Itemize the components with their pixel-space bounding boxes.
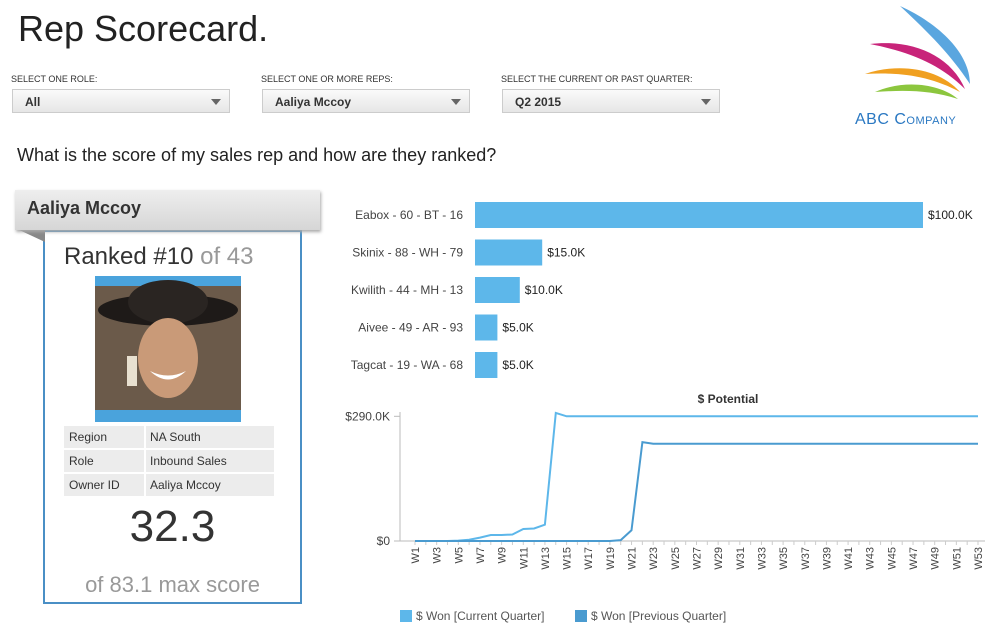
filter-label: SELECT ONE OR MORE REPS: (261, 74, 393, 84)
x-tick-label: W25 (670, 547, 682, 570)
x-tick-label: W29 (713, 547, 725, 570)
x-tick-label: W21 (627, 547, 639, 570)
bar-label: Aivee - 49 - AR - 93 (358, 321, 463, 335)
x-tick-label: W49 (930, 547, 942, 570)
legend-label: $ Won [Current Quarter] (416, 609, 545, 623)
x-tick-label: W19 (605, 547, 617, 570)
x-tick-label: W15 (562, 547, 574, 570)
y-tick-label: $0 (377, 534, 391, 548)
max-score: of 83.1 max score (85, 572, 260, 597)
legend-label: $ Won [Previous Quarter] (591, 609, 726, 623)
x-tick-label: W51 (951, 547, 963, 570)
rep-photo (95, 276, 241, 422)
bar (475, 202, 923, 228)
card-fold (15, 228, 45, 242)
legend-swatch (575, 610, 587, 622)
x-tick-label: W35 (778, 547, 790, 570)
page-title: Rep Scorecard. (18, 8, 269, 49)
detail-value: NA South (146, 426, 274, 448)
value-label: $10.0K (525, 283, 563, 297)
chart-title: $ Potential (698, 392, 759, 406)
rank: Ranked #10 of 43 (64, 243, 254, 271)
detail-row: Role Inbound Sales (64, 450, 274, 472)
x-tick-label: W43 (865, 547, 877, 570)
y-tick-label: $290.0K (345, 409, 390, 423)
x-tick-label: W41 (843, 547, 855, 570)
score: 32.3 (129, 502, 216, 551)
x-tick-label: W7 (475, 547, 487, 564)
x-tick-label: W11 (518, 547, 530, 569)
x-tick-label: W13 (540, 547, 552, 570)
reps-dropdown[interactable]: Aaliya Mccoy (262, 89, 470, 113)
rep-name: Aaliya Mccoy (15, 190, 320, 230)
rank-text: Ranked #10 (64, 243, 194, 270)
detail-value: Aaliya Mccoy (146, 474, 274, 496)
quarter-dropdown[interactable]: Q2 2015 (502, 89, 720, 113)
detail-value: Inbound Sales (146, 450, 274, 472)
x-tick-label: W45 (886, 547, 898, 570)
bar (475, 314, 498, 341)
x-tick-label: W37 (800, 547, 812, 570)
detail-key: Region (64, 426, 144, 448)
bar-label: Tagcat - 19 - WA - 68 (351, 358, 464, 372)
x-tick-label: W3 (432, 547, 444, 564)
detail-row: Owner ID Aaliya Mccoy (64, 474, 274, 496)
x-tick-label: W53 (973, 547, 985, 570)
x-tick-label: W39 (821, 547, 833, 570)
logo-mark (865, 6, 970, 99)
rank-of: of 43 (200, 243, 254, 270)
bar (475, 239, 543, 266)
question: What is the score of my sales rep and ho… (17, 145, 497, 165)
logo-text: ABC Company (855, 111, 957, 128)
detail-row: Region NA South (64, 426, 274, 448)
bar (475, 352, 498, 378)
bar-label: Eabox - 60 - BT - 16 (355, 208, 463, 222)
detail-key: Owner ID (64, 474, 144, 496)
bar-label: Skinix - 88 - WH - 79 (352, 246, 463, 260)
filter-label: SELECT THE CURRENT OR PAST QUARTER: (501, 74, 693, 84)
bar-label: Kwilith - 44 - MH - 13 (351, 283, 463, 297)
x-tick-label: W5 (453, 547, 465, 564)
rep-card (43, 230, 302, 604)
role-dropdown[interactable]: All (12, 89, 230, 113)
line-series (415, 411, 978, 542)
bar (475, 277, 520, 303)
value-label: $5.0K (502, 321, 533, 335)
x-tick-label: W31 (735, 547, 747, 570)
x-tick-label: W47 (908, 547, 920, 570)
x-tick-label: W23 (648, 547, 660, 570)
detail-key: Role (64, 450, 144, 472)
x-tick-label: W27 (692, 547, 704, 570)
x-tick-label: W17 (583, 547, 595, 570)
value-label: $15.0K (547, 246, 585, 260)
value-label: $100.0K (928, 208, 973, 222)
legend-swatch (400, 610, 412, 622)
filter-label: SELECT ONE ROLE: (11, 74, 98, 84)
x-tick-label: W1 (410, 547, 422, 564)
line-series (415, 440, 978, 542)
x-tick-label: W33 (756, 547, 768, 570)
x-tick-label: W9 (497, 547, 509, 564)
value-label: $5.0K (502, 358, 533, 372)
